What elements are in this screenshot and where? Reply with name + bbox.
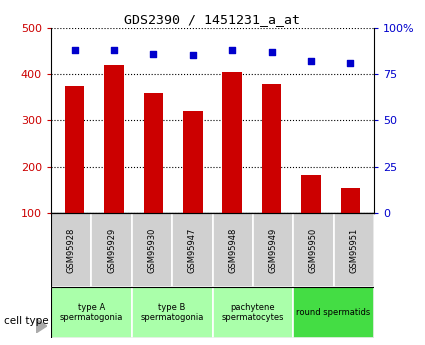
Text: GSM95947: GSM95947 [188,228,197,273]
Bar [334,213,374,287]
Point [71,47,78,53]
Bar [65,86,85,213]
Bar [183,111,203,213]
Bar [91,213,132,287]
Bar [301,175,321,213]
Text: type B
spermatogonia: type B spermatogonia [140,303,204,323]
Point [229,47,235,53]
Point [150,51,157,56]
Text: cell type: cell type [4,316,49,326]
Bar [253,213,293,287]
Bar [262,84,281,213]
Polygon shape [36,319,47,333]
Title: GDS2390 / 1451231_a_at: GDS2390 / 1451231_a_at [125,13,300,27]
Text: GSM95949: GSM95949 [269,228,278,273]
Text: GSM95948: GSM95948 [228,228,237,273]
Bar [212,287,293,338]
Bar [212,213,253,287]
Bar [51,213,91,287]
Bar [172,213,212,287]
Text: pachytene
spermatocytes: pachytene spermatocytes [221,303,284,323]
Bar [222,72,242,213]
Text: round spermatids: round spermatids [297,308,371,317]
Text: GSM95929: GSM95929 [107,228,116,273]
Bar [293,213,334,287]
Bar [104,65,124,213]
Text: GSM95928: GSM95928 [67,228,76,273]
Bar [340,188,360,213]
Text: GSM95951: GSM95951 [349,228,358,273]
Point [190,53,196,58]
Point [268,49,275,55]
Point [347,60,354,66]
Text: GSM95950: GSM95950 [309,228,318,273]
Text: GSM95930: GSM95930 [147,228,156,273]
Text: type A
spermatogonia: type A spermatogonia [60,303,123,323]
Bar [144,92,163,213]
Bar [293,287,374,338]
Point [308,58,314,64]
Point [110,47,117,53]
Bar [132,287,212,338]
Bar [51,287,132,338]
Bar [132,213,172,287]
